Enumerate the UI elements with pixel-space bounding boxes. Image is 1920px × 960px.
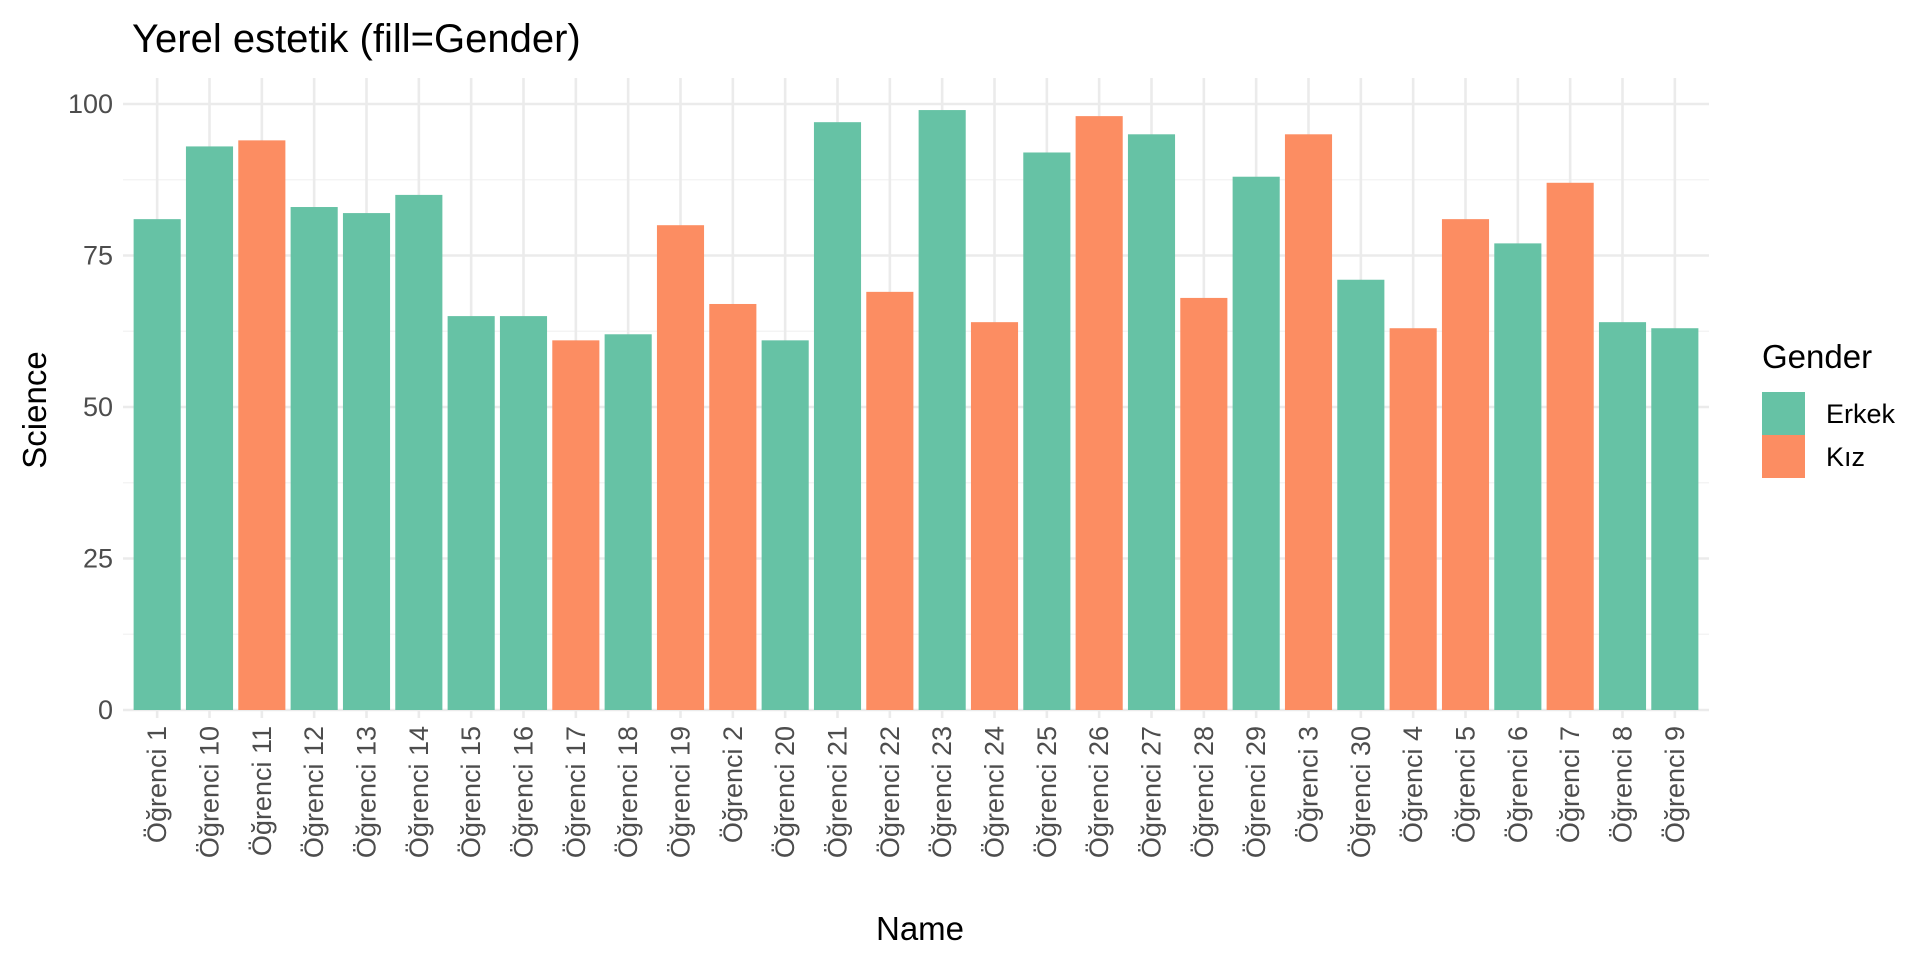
bar [918,110,966,710]
bar [499,316,548,710]
x-tick-label: Öğrenci 28 [1189,726,1219,858]
x-tick-label: Öğrenci 23 [927,726,957,858]
bar [238,140,286,711]
bar [1284,134,1333,711]
x-tick-label: Öğrenci 29 [1241,726,1271,858]
bar [761,340,809,710]
x-tick-label: Öğrenci 8 [1608,726,1638,843]
x-tick-label: Öğrenci 26 [1084,726,1114,858]
legend-title: Gender [1762,338,1872,375]
x-tick-label: Öğrenci 14 [404,726,434,858]
x-tick-label: Öğrenci 24 [980,726,1010,858]
bar [813,122,862,711]
legend-key [1762,435,1805,478]
x-tick-label: Öğrenci 1 [142,726,172,843]
bar [1494,243,1542,710]
bar [1389,328,1437,710]
y-axis-title: Science [16,351,53,468]
x-tick-label: Öğrenci 18 [613,726,643,858]
x-tick-label: Öğrenci 6 [1503,726,1533,843]
bar [1075,116,1123,711]
bar [1651,328,1699,710]
bar [1180,297,1228,710]
x-axis-title: Name [876,910,964,947]
bar [1127,134,1176,711]
x-tick-label: Öğrenci 27 [1137,726,1167,858]
x-tick-label: Öğrenci 13 [352,726,382,858]
x-tick-label: Öğrenci 17 [561,726,591,858]
x-tick-label: Öğrenci 5 [1451,726,1481,843]
x-tick-label: Öğrenci 3 [1294,726,1324,843]
x-tick-label: Öğrenci 20 [770,726,800,858]
y-tick-label: 75 [83,241,113,271]
x-tick-label: Öğrenci 11 [247,726,277,856]
x-tick-label: Öğrenci 9 [1660,726,1690,843]
bar [342,213,391,710]
legend-key [1762,392,1805,435]
bar [1546,182,1594,710]
bar [1023,152,1071,711]
y-tick-label: 100 [68,89,113,119]
x-tick-label: Öğrenci 12 [299,726,329,858]
x-axis-ticks: Öğrenci 1 Öğrenci 10 Öğrenci 11 Öğrenci 12 Ö… [142,726,1690,858]
bar [133,219,181,710]
x-tick-label: Öğrenci 7 [1555,726,1585,843]
bar [290,207,338,710]
bar [970,322,1019,710]
bar [656,225,705,710]
bar [604,334,652,710]
y-tick-label: 0 [98,695,113,725]
bar [552,340,600,710]
x-tick-label: Öğrenci 16 [509,726,539,858]
x-tick-label: Öğrenci 4 [1398,726,1428,843]
bar [1441,219,1490,710]
bar [1232,176,1280,711]
bar [866,291,914,710]
x-tick-label: Öğrenci 2 [718,726,748,843]
legend-label: Kız [1826,442,1865,472]
x-tick-label: Öğrenci 21 [823,726,853,858]
x-tick-label: Öğrenci 19 [666,726,696,858]
bar [185,146,234,711]
legend-label: Erkek [1826,399,1896,429]
x-tick-label: Öğrenci 10 [195,726,225,858]
x-tick-label: Öğrenci 22 [875,726,905,858]
y-tick-label: 25 [83,544,113,574]
bar [395,194,443,710]
bar [709,303,757,710]
chart-title: Yerel estetik (fill=Gender) [132,17,581,61]
x-tick-label: Öğrenci 30 [1346,726,1376,858]
y-axis-ticks: 0 25 50 75 100 [68,89,113,725]
bar [1598,322,1647,710]
x-tick-label: Öğrenci 25 [1032,726,1062,858]
x-tick-label: Öğrenci 15 [456,726,486,858]
y-tick-label: 50 [83,392,113,422]
bars [133,110,1699,711]
bar [1337,279,1385,710]
legend: Gender Erkek Kız [1762,338,1896,478]
bar [447,316,495,710]
